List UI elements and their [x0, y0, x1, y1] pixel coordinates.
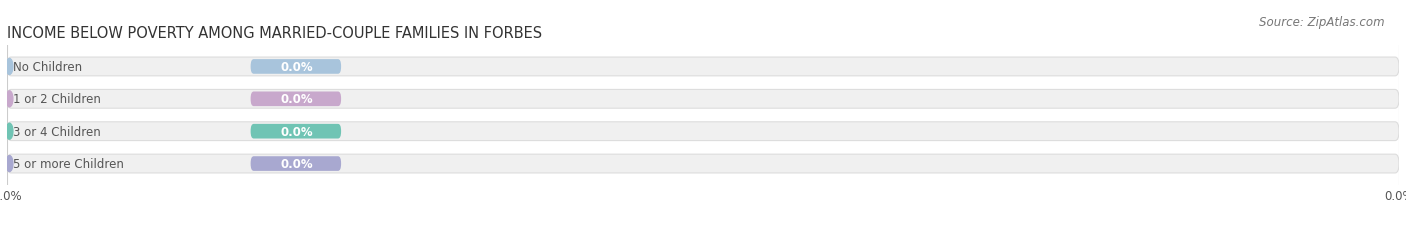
Circle shape: [6, 91, 13, 107]
Text: 3 or 4 Children: 3 or 4 Children: [13, 125, 101, 138]
Text: No Children: No Children: [13, 61, 82, 74]
FancyBboxPatch shape: [250, 60, 342, 74]
FancyBboxPatch shape: [7, 58, 1399, 76]
Text: INCOME BELOW POVERTY AMONG MARRIED-COUPLE FAMILIES IN FORBES: INCOME BELOW POVERTY AMONG MARRIED-COUPL…: [7, 26, 543, 41]
FancyBboxPatch shape: [7, 90, 1399, 109]
FancyBboxPatch shape: [250, 124, 342, 139]
Circle shape: [6, 156, 13, 172]
FancyBboxPatch shape: [7, 122, 1399, 141]
Circle shape: [6, 124, 13, 140]
Circle shape: [6, 59, 13, 75]
FancyBboxPatch shape: [250, 92, 342, 107]
FancyBboxPatch shape: [250, 157, 342, 171]
Text: 1 or 2 Children: 1 or 2 Children: [13, 93, 101, 106]
Text: 0.0%: 0.0%: [280, 125, 314, 138]
Text: 0.0%: 0.0%: [280, 61, 314, 74]
Text: 0.0%: 0.0%: [280, 93, 314, 106]
Text: Source: ZipAtlas.com: Source: ZipAtlas.com: [1260, 16, 1385, 29]
Text: 0.0%: 0.0%: [280, 157, 314, 170]
Text: 5 or more Children: 5 or more Children: [13, 157, 124, 170]
FancyBboxPatch shape: [7, 155, 1399, 173]
